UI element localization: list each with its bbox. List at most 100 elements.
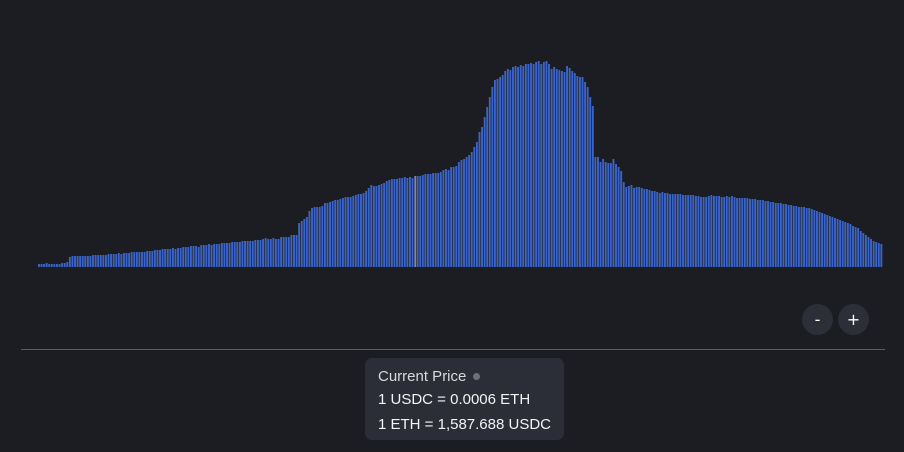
liquidity-bar xyxy=(205,245,208,267)
zoom-in-button[interactable]: + xyxy=(838,304,869,335)
info-dot-icon[interactable] xyxy=(473,373,481,380)
liquidity-bar xyxy=(208,244,210,267)
liquidity-bar xyxy=(859,231,862,267)
liquidity-bar xyxy=(772,202,775,267)
liquidity-bar xyxy=(553,67,556,267)
liquidity-bar xyxy=(141,252,143,267)
liquidity-bar xyxy=(411,178,414,267)
liquidity-bar xyxy=(530,63,532,267)
zoom-out-button[interactable]: - xyxy=(802,304,833,335)
liquidity-bar xyxy=(135,252,138,267)
liquidity-bar xyxy=(612,159,615,267)
liquidity-bar xyxy=(795,206,798,267)
liquidity-bar xyxy=(761,200,764,267)
liquidity-bar xyxy=(527,64,530,267)
liquidity-bar xyxy=(336,200,339,267)
liquidity-bar xyxy=(262,239,265,267)
liquidity-bar xyxy=(486,107,489,267)
liquidity-bar xyxy=(40,264,43,267)
liquidity-bar xyxy=(540,64,543,267)
liquidity-bar xyxy=(653,191,656,267)
liquidity-bar xyxy=(272,238,275,267)
liquidity-bar xyxy=(862,233,865,267)
liquidity-bar xyxy=(192,246,195,267)
liquidity-bar xyxy=(586,87,589,267)
liquidity-chart xyxy=(38,61,883,267)
liquidity-bar xyxy=(138,252,141,267)
liquidity-bar xyxy=(785,204,787,267)
liquidity-bar xyxy=(68,257,71,267)
liquidity-bar xyxy=(246,241,249,267)
liquidity-bar xyxy=(50,264,53,267)
liquidity-bar xyxy=(143,252,146,267)
liquidity-bar xyxy=(202,245,205,267)
liquidity-bar xyxy=(875,242,878,267)
liquidity-bar xyxy=(398,178,401,267)
liquidity-bar xyxy=(841,221,844,267)
liquidity-bar xyxy=(442,170,445,267)
usdc-to-eth-rate: 1 USDC = 0.0006 ETH xyxy=(378,391,531,408)
liquidity-bar xyxy=(499,77,502,267)
liquidity-bar xyxy=(635,187,638,267)
liquidity-bar xyxy=(259,240,262,267)
liquidity-bar xyxy=(197,247,200,267)
liquidity-bar xyxy=(285,237,288,267)
liquidity-bar xyxy=(743,198,746,267)
liquidity-bar xyxy=(496,79,499,267)
liquidity-bar xyxy=(187,247,190,267)
liquidity-bar xyxy=(220,243,223,267)
liquidity-bar xyxy=(689,195,692,267)
current-price-header: Current Price xyxy=(378,366,551,386)
liquidity-bar xyxy=(424,174,427,267)
liquidity-bar xyxy=(117,253,120,267)
liquidity-bar xyxy=(318,207,321,267)
liquidity-bar xyxy=(153,250,156,267)
liquidity-bar xyxy=(491,87,494,267)
liquidity-bar xyxy=(396,179,398,267)
liquidity-bar xyxy=(238,242,241,267)
liquidity-bar xyxy=(849,224,852,267)
liquidity-bar xyxy=(555,69,558,267)
liquidity-bar xyxy=(602,159,605,267)
liquidity-bar xyxy=(852,226,854,267)
liquidity-bar xyxy=(751,199,754,267)
liquidity-bar xyxy=(643,189,646,267)
liquidity-bar xyxy=(615,164,617,267)
liquidity-bar xyxy=(617,167,620,267)
liquidity-bar xyxy=(542,62,545,267)
liquidity-bar xyxy=(254,240,257,267)
liquidity-bar xyxy=(460,160,463,267)
liquidity-bar xyxy=(651,191,654,267)
liquidity-bar xyxy=(437,173,440,267)
liquidity-bar xyxy=(522,66,525,267)
liquidity-bar xyxy=(177,248,179,267)
liquidity-bar xyxy=(195,246,198,267)
current-price-card: Current Price 1 USDC = 0.0006 ETH 1 ETH … xyxy=(365,358,564,440)
liquidity-bar xyxy=(249,241,252,267)
liquidity-bar xyxy=(839,220,842,267)
liquidity-bar xyxy=(53,264,56,267)
liquidity-bar xyxy=(810,209,813,267)
liquidity-bar xyxy=(354,195,357,267)
liquidity-bar xyxy=(86,256,89,267)
liquidity-bar xyxy=(836,219,839,267)
liquidity-bar xyxy=(594,157,597,267)
liquidity-bar xyxy=(715,196,718,267)
liquidity-bar xyxy=(800,207,803,267)
liquidity-bar xyxy=(110,254,113,267)
liquidity-bar xyxy=(339,199,342,267)
liquidity-bar xyxy=(558,70,561,267)
liquidity-bar xyxy=(182,247,185,267)
liquidity-bar xyxy=(535,62,538,267)
liquidity-bar xyxy=(419,176,422,267)
liquidity-bar xyxy=(228,243,231,267)
liquidity-bar xyxy=(321,206,324,267)
liquidity-bar xyxy=(218,244,221,267)
liquidity-bar xyxy=(236,242,239,267)
liquidity-bar xyxy=(720,197,723,267)
liquidity-bar xyxy=(429,174,432,267)
liquidity-bar xyxy=(370,185,373,267)
liquidity-bar xyxy=(669,194,672,267)
liquidity-bar xyxy=(648,190,651,267)
liquidity-bar xyxy=(233,242,236,267)
